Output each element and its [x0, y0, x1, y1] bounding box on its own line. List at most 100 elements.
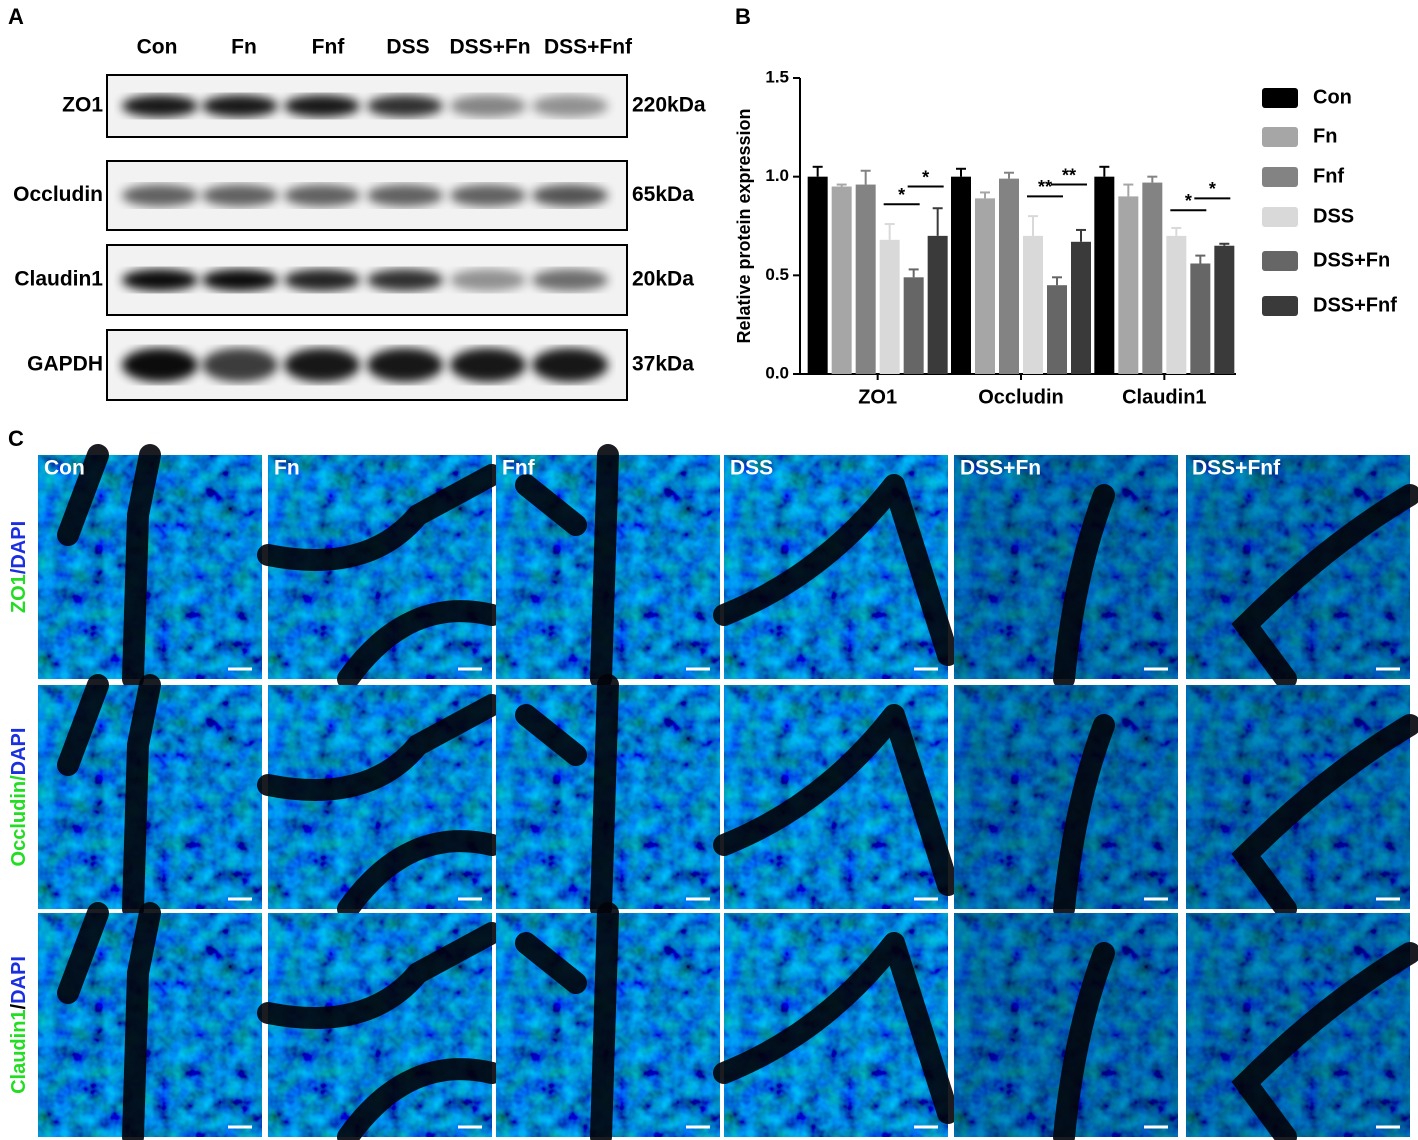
y-axis-label: Relative protein expression [734, 108, 754, 343]
x-tick-label: Occludin [978, 386, 1064, 408]
row-label: Claudin1/DAPI [8, 956, 30, 1094]
stain-name: Occludin/ [8, 775, 30, 867]
legend-label: Con [1313, 86, 1352, 108]
blot-band [367, 269, 443, 291]
legend-label: DSS+Fnf [1313, 294, 1397, 316]
lumen [1053, 714, 1115, 920]
significance-label: * [1209, 179, 1216, 199]
column-label: Con [44, 457, 85, 480]
lane-label: Con [137, 36, 178, 59]
bar [879, 239, 900, 374]
lumen [1231, 942, 1418, 1140]
panel-label: B [735, 4, 751, 29]
legend-label: Fnf [1313, 165, 1344, 187]
lumen [515, 902, 619, 1140]
lane-label: DSS+Fnf [544, 36, 633, 59]
micrograph [257, 685, 503, 920]
micrograph [1186, 685, 1418, 920]
lumen [257, 694, 503, 920]
blot-band [284, 184, 360, 207]
legend-label: DSS+Fn [1313, 249, 1390, 271]
bar [1118, 196, 1139, 374]
blot-band [122, 184, 198, 207]
legend-swatch [1262, 296, 1298, 316]
bar [1190, 263, 1211, 374]
micrograph: DSS [713, 455, 959, 679]
blot-band [450, 184, 526, 207]
blot-band [450, 348, 526, 382]
lumen [1231, 714, 1418, 920]
bar [1214, 245, 1235, 374]
micrograph: Fn [257, 455, 503, 690]
bar [1142, 182, 1163, 374]
micrograph: DSS+Fn [954, 455, 1178, 690]
lane-label: Fn [231, 36, 257, 59]
bar [1023, 235, 1043, 374]
column-label: DSS+Fn [960, 457, 1041, 480]
bar [951, 176, 971, 374]
bar [1166, 235, 1187, 374]
y-tick-label: 1.5 [765, 67, 789, 86]
lumen [257, 464, 503, 690]
bar [1094, 176, 1115, 374]
blot-band [450, 269, 526, 291]
stain-name: ZO1 [8, 574, 30, 613]
significance-label: * [922, 167, 929, 187]
bar [807, 176, 828, 374]
x-tick-label: Claudin1 [1122, 386, 1206, 408]
micrograph [954, 913, 1178, 1140]
blot-band [284, 269, 360, 291]
size-label: 65kDa [632, 183, 694, 206]
protein-label: Occludin [13, 183, 103, 206]
bar [1047, 285, 1067, 374]
size-label: 37kDa [632, 353, 694, 376]
lumen [1231, 484, 1418, 690]
blot-band [202, 95, 278, 117]
y-tick-label: 0.5 [765, 265, 789, 284]
bar [831, 186, 852, 374]
legend-swatch [1262, 167, 1298, 187]
micrograph: DSS+Fnf [1186, 455, 1418, 690]
micrograph [496, 902, 720, 1140]
column-label: DSS [730, 457, 773, 480]
micrograph [954, 685, 1178, 920]
blot-band [202, 348, 278, 382]
lumen [1053, 484, 1115, 690]
separator: / [8, 568, 30, 574]
lumen [257, 922, 503, 1140]
bar [903, 277, 924, 374]
legend-label: Fn [1313, 125, 1337, 147]
column-label: DSS+Fnf [1192, 457, 1281, 480]
blot-band [122, 95, 198, 117]
bar [927, 235, 948, 374]
panel-label: A [8, 4, 24, 29]
size-label: 220kDa [632, 94, 706, 117]
lumen [713, 474, 959, 666]
bar [1071, 241, 1091, 374]
blot-band [284, 95, 360, 117]
blot-band [532, 269, 608, 291]
blot-band [367, 348, 443, 382]
lumen [515, 674, 619, 920]
panel-label: C [8, 426, 24, 451]
row-label: Occludin/DAPI [8, 728, 30, 867]
lumen [1053, 942, 1115, 1140]
blot-band [284, 348, 360, 382]
legend-swatch [1262, 251, 1298, 271]
row-label: ZO1/DAPI [8, 521, 30, 613]
column-label: Fn [274, 457, 300, 480]
counterstain-name: DAPI [8, 521, 30, 569]
bar [855, 184, 876, 374]
blot-band [202, 184, 278, 207]
micrograph [1186, 913, 1418, 1140]
separator: / [8, 1003, 30, 1009]
blot-band [202, 269, 278, 291]
lumen [713, 932, 959, 1124]
lumen [515, 444, 619, 690]
significance-label: ** [1038, 177, 1052, 197]
micrograph [38, 902, 262, 1140]
legend-swatch [1262, 88, 1298, 108]
significance-label: ** [1062, 165, 1076, 185]
x-tick-label: ZO1 [858, 386, 897, 408]
